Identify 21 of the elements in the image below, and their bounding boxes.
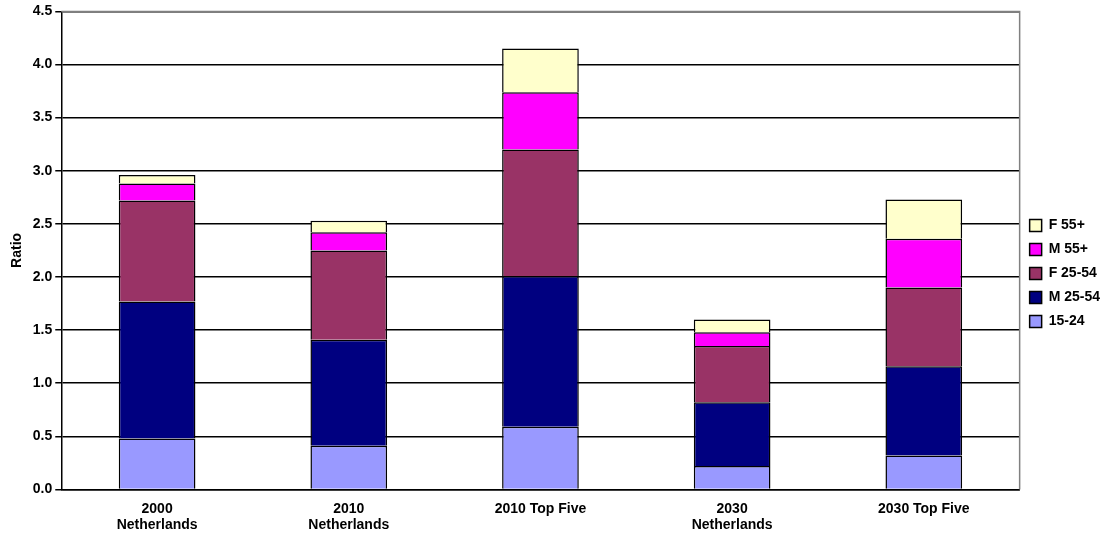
y-tick-label: 3.0 — [32, 161, 53, 178]
y-tick-label: 4.5 — [32, 2, 53, 19]
legend-label: F 55+ — [1048, 216, 1085, 233]
legend-label: M 25-54 — [1048, 288, 1101, 305]
y-tick-label: 4.0 — [32, 55, 53, 72]
y-tick-label: 3.5 — [32, 108, 53, 125]
y-axis-title: Ratio — [8, 232, 25, 268]
legend-label: F 25-54 — [1048, 264, 1098, 281]
x-tick-label: 2030 Netherlands — [691, 499, 773, 533]
y-tick-label: 0.0 — [32, 480, 53, 497]
x-tick-label: 2000 Netherlands — [116, 499, 198, 533]
y-tick-label: 2.0 — [32, 267, 53, 284]
legend-label: M 55+ — [1048, 240, 1088, 257]
y-tick-label: 1.5 — [32, 320, 53, 337]
x-tick-label: 2030 Top Five — [878, 499, 970, 516]
y-tick-label: 2.5 — [32, 214, 53, 231]
x-tick-label: 2010 Top Five — [494, 499, 587, 516]
y-tick-label: 1.0 — [32, 374, 53, 391]
y-tick-label: 0.5 — [32, 427, 53, 444]
x-tick-label: 2010 Netherlands — [308, 499, 390, 533]
legend-label: 15-24 — [1048, 312, 1085, 329]
